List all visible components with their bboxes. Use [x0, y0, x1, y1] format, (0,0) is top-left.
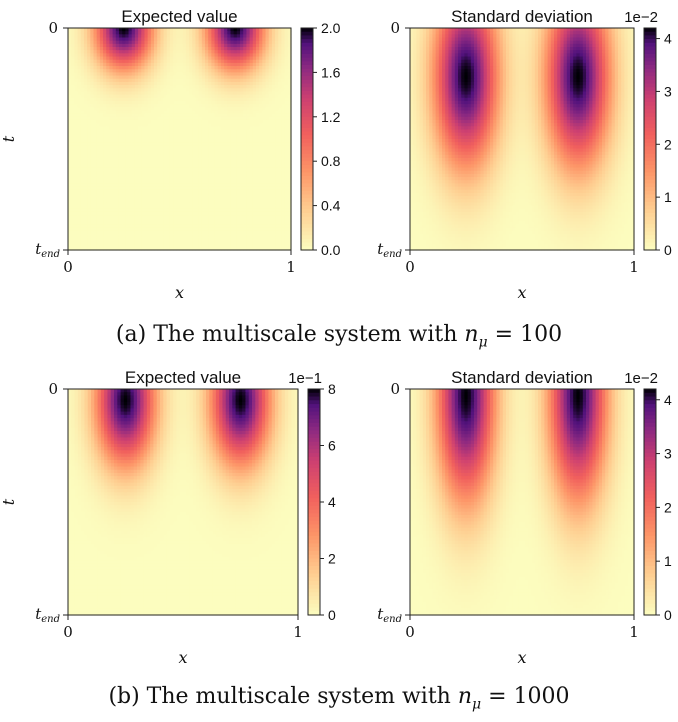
x-axis-label: x: [175, 283, 184, 302]
x-tick-label: 0: [63, 258, 73, 276]
colorbar-segment: [301, 206, 313, 210]
colorbar-segment: [301, 121, 313, 125]
colorbar-segment: [301, 161, 313, 165]
colorbar-tick-label: 0.4: [321, 198, 341, 214]
colorbar-segment: [301, 32, 313, 36]
colorbar-segment: [301, 198, 313, 202]
colorbar-segment: [301, 28, 313, 32]
colorbar-segment: [301, 43, 313, 47]
heatmap-cells: [68, 28, 292, 251]
chart-title: Expected value: [121, 7, 237, 26]
colorbar-segment: [301, 91, 313, 95]
colorbar-segment: [301, 84, 313, 88]
colorbar-segment: [301, 87, 313, 91]
colorbar-tick-label: 0.8: [321, 153, 341, 169]
colorbar-segment: [301, 69, 313, 73]
colorbar-segment: [301, 154, 313, 158]
colorbar-segment: [301, 224, 313, 228]
colorbar-segment: [301, 213, 313, 217]
colorbar-segment: [301, 139, 313, 143]
colorbar-segment: [301, 176, 313, 180]
colorbar-tick-label: 0.0: [321, 242, 341, 258]
colorbar-tick-label: 2.0: [321, 20, 341, 36]
colorbar-segment: [301, 102, 313, 106]
colorbar-tick-label: 1.2: [321, 109, 341, 125]
colorbar-segment: [301, 146, 313, 150]
colorbar-segment: [301, 98, 313, 102]
colorbar-segment: [301, 35, 313, 39]
colorbar-segment: [301, 128, 313, 132]
colorbar-segment: [301, 183, 313, 187]
y-axis-label: t: [0, 135, 18, 142]
colorbar-segment: [301, 58, 313, 62]
colorbar-segment: [301, 117, 313, 121]
colorbar-segment: [301, 76, 313, 80]
colorbar: 0.0 0.4 0.8 1.2 1.6 2.0: [301, 20, 341, 258]
colorbar-segment: [301, 232, 313, 236]
colorbar-segment: [301, 209, 313, 213]
colorbar-segment: [301, 202, 313, 206]
y-tick-label: tend: [35, 240, 60, 260]
colorbar-segment: [301, 220, 313, 224]
colorbar-segment: [301, 132, 313, 136]
colorbar-segment: [301, 158, 313, 162]
colorbar-segment: [301, 191, 313, 195]
colorbar-segment: [301, 113, 313, 117]
colorbar-segment: [301, 95, 313, 99]
colorbar-tick-label: 1.6: [321, 64, 341, 80]
panel-2: Standard deviation0 10tendx012341e−2: [377, 7, 672, 302]
colorbar-segment: [301, 243, 313, 247]
colorbar-segment: [301, 187, 313, 191]
colorbar-segment: [301, 143, 313, 147]
x-tick-label: 1: [286, 258, 296, 276]
colorbar-segment: [301, 80, 313, 84]
colorbar-segment: [301, 180, 313, 184]
colorbar-segment: [301, 239, 313, 243]
colorbar-segment: [301, 150, 313, 154]
colorbar-segment: [301, 109, 313, 113]
colorbar-segment: [301, 169, 313, 173]
colorbar-segment: [301, 47, 313, 51]
colorbar-segment: [301, 50, 313, 54]
colorbar-segment: [301, 106, 313, 110]
colorbar-segment: [301, 54, 313, 58]
colorbar-segment: [301, 124, 313, 128]
heatmap-cells: [410, 28, 635, 251]
colorbar-segment: [301, 61, 313, 65]
colorbar-segment: [301, 65, 313, 69]
colorbar-segment: [301, 39, 313, 43]
y-tick-label: 0: [48, 19, 58, 37]
colorbar-segment: [301, 72, 313, 76]
colorbar-segment: [301, 217, 313, 221]
colorbar-segment: [301, 135, 313, 139]
colorbar-segment: [301, 165, 313, 169]
colorbar-segment: [301, 172, 313, 176]
colorbar-segment: [301, 195, 313, 199]
colorbar-segment: [301, 235, 313, 239]
colorbar-segment: [301, 228, 313, 232]
